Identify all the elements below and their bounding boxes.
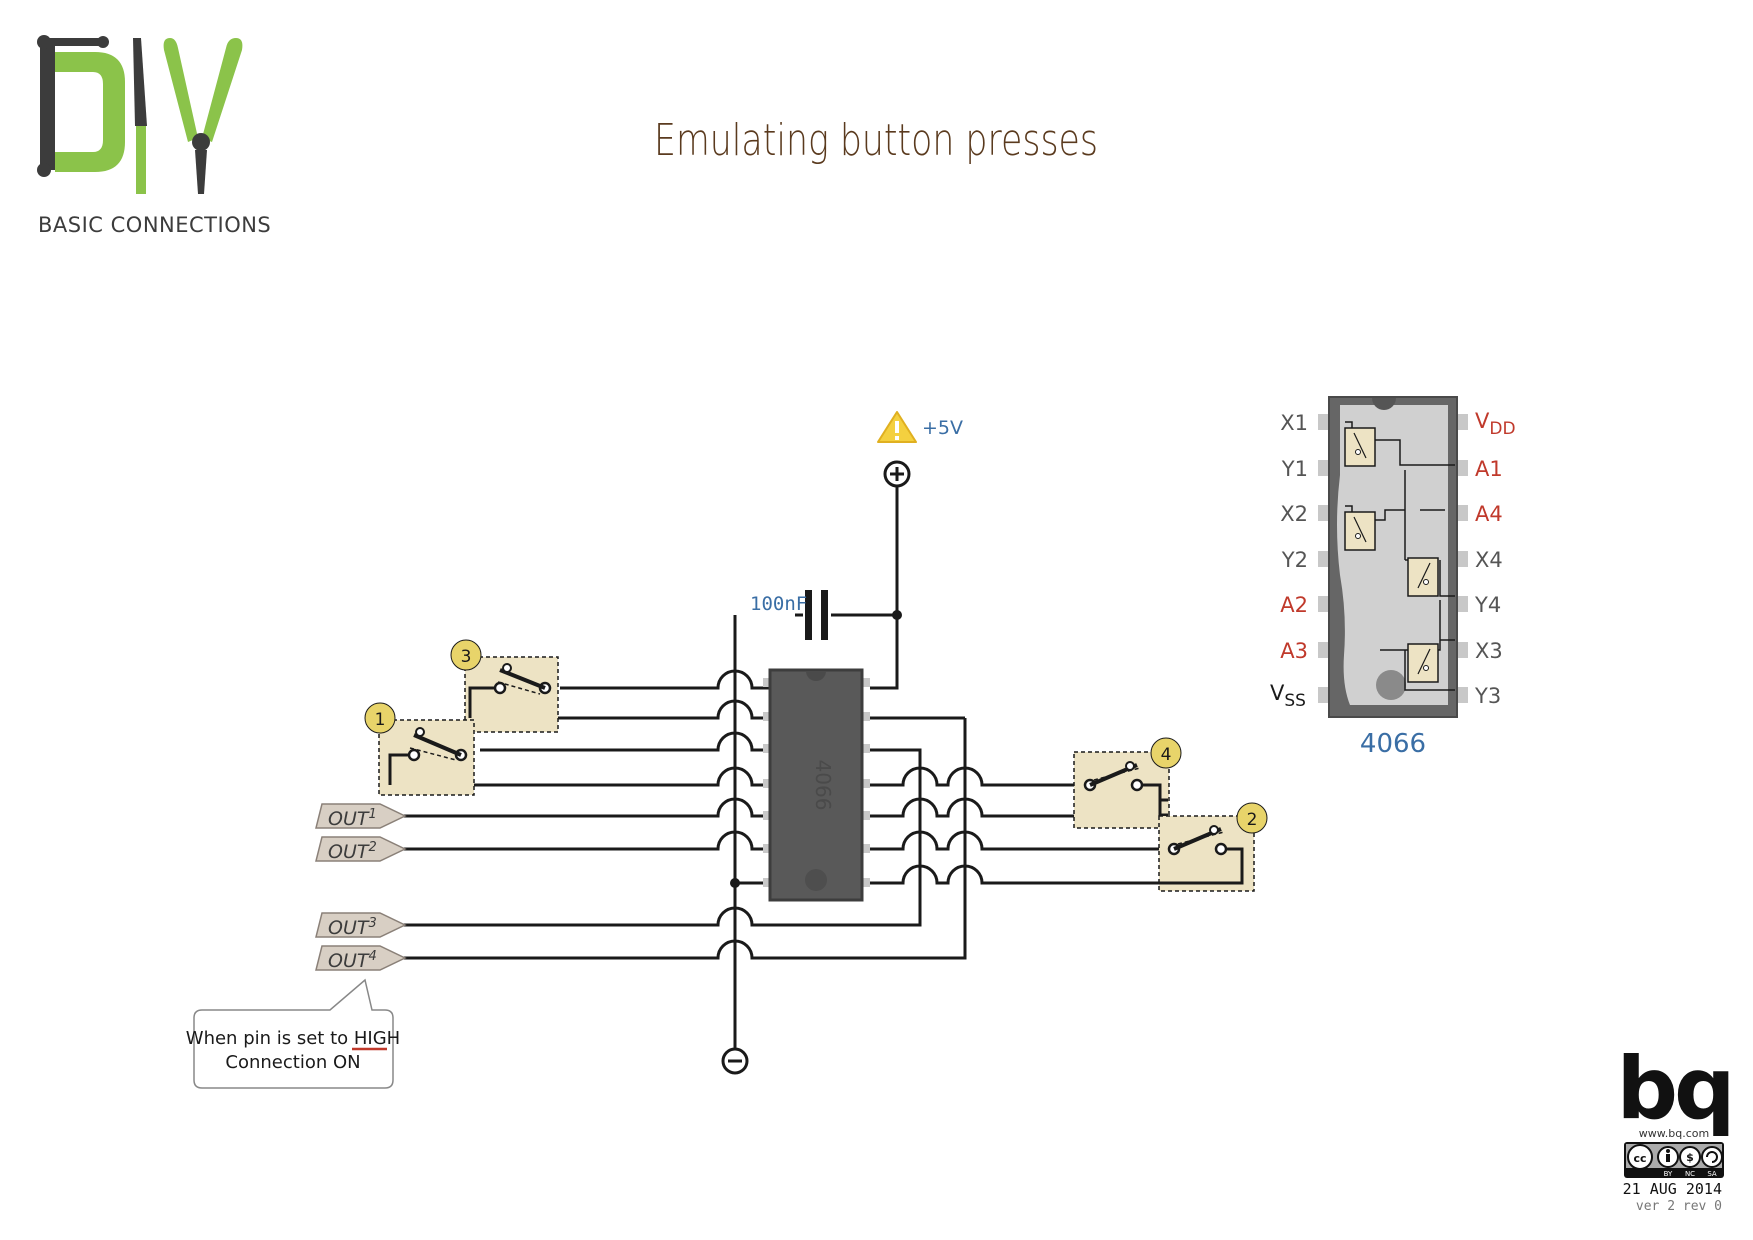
svg-text:3: 3 <box>461 647 472 667</box>
svg-text:NC: NC <box>1685 1170 1695 1178</box>
pin-label-a4: A4 <box>1475 502 1503 526</box>
ic-pinout-diagram <box>1318 396 1468 718</box>
capacitor <box>803 590 831 640</box>
diy-logo <box>37 35 243 194</box>
svg-text:OUT2: OUT2 <box>328 840 377 863</box>
svg-text:BY: BY <box>1664 1170 1673 1178</box>
note-bubble <box>193 978 394 1089</box>
switch-3 <box>464 656 559 733</box>
pin-label-vss: VSS <box>1270 681 1306 711</box>
plus-circle-icon <box>883 460 911 488</box>
brand-url: www.bq.com <box>1639 1127 1709 1140</box>
svg-text:OUT3: OUT3 <box>328 916 377 939</box>
pin-label-vdd: VDD <box>1475 409 1516 439</box>
note-line-2: Connection ON <box>225 1052 360 1073</box>
svg-text:2: 2 <box>1247 810 1258 830</box>
svg-text:$: $ <box>1686 1151 1694 1164</box>
creative-commons-by-nc-sa-icon: cc $ BY NC SA <box>1624 1142 1724 1178</box>
switch-badge-1: 1 <box>364 702 396 734</box>
warning-triangle-icon <box>877 411 917 443</box>
pin-label-a2: A2 <box>1280 593 1308 617</box>
pin-label-y1: Y1 <box>1281 457 1308 481</box>
brand-logo: bq <box>1616 1039 1731 1139</box>
note-line-1: When pin is set to HIGH <box>186 1028 400 1049</box>
svg-text:cc: cc <box>1633 1152 1646 1165</box>
pin-label-a3: A3 <box>1280 639 1308 663</box>
pin-label-x1: X1 <box>1280 411 1308 435</box>
minus-circle-icon <box>721 1047 749 1075</box>
junction-dot <box>892 610 902 620</box>
pin-label-y3: Y3 <box>1474 684 1501 708</box>
svg-text:4: 4 <box>1161 745 1172 765</box>
ic-chip <box>763 668 870 902</box>
supply-voltage-label: +5V <box>922 417 963 439</box>
pin-label-y2: Y2 <box>1281 548 1308 572</box>
pin-label-x3: X3 <box>1475 639 1503 663</box>
footer-version: ver 2 rev 0 <box>1636 1199 1722 1214</box>
capacitor-label: 100nF <box>750 593 807 615</box>
pinout-chip-name: 4066 <box>1360 729 1426 759</box>
ic-chip-marking: 4066 <box>811 760 835 811</box>
out-tag-3: OUT3 <box>315 912 407 939</box>
pin-label-y4: Y4 <box>1474 593 1501 617</box>
svg-text:OUT1: OUT1 <box>328 807 377 830</box>
svg-text:OUT4: OUT4 <box>328 949 377 972</box>
out-tag-4: OUT4 <box>315 945 407 972</box>
page-title: Emulating button presses <box>654 115 1098 166</box>
pin-label-a1: A1 <box>1475 457 1503 481</box>
switch-badge-4: 4 <box>1150 737 1182 769</box>
switch-4 <box>1073 751 1170 829</box>
pin-label-x2: X2 <box>1280 502 1308 526</box>
footer-date: 21 AUG 2014 <box>1623 1180 1722 1198</box>
switch-1 <box>378 719 475 796</box>
out-tag-2: OUT2 <box>315 836 407 863</box>
logo-subtitle: BASIC CONNECTIONS <box>38 213 271 237</box>
switch-badge-2: 2 <box>1236 802 1268 834</box>
switch-badge-3: 3 <box>450 639 482 671</box>
pin-label-x4: X4 <box>1475 548 1503 572</box>
junction-dot <box>730 878 740 888</box>
switch-2 <box>1100 815 1255 892</box>
svg-text:1: 1 <box>375 710 386 730</box>
svg-text:SA: SA <box>1707 1170 1717 1178</box>
out-tag-1: OUT1 <box>315 803 407 830</box>
